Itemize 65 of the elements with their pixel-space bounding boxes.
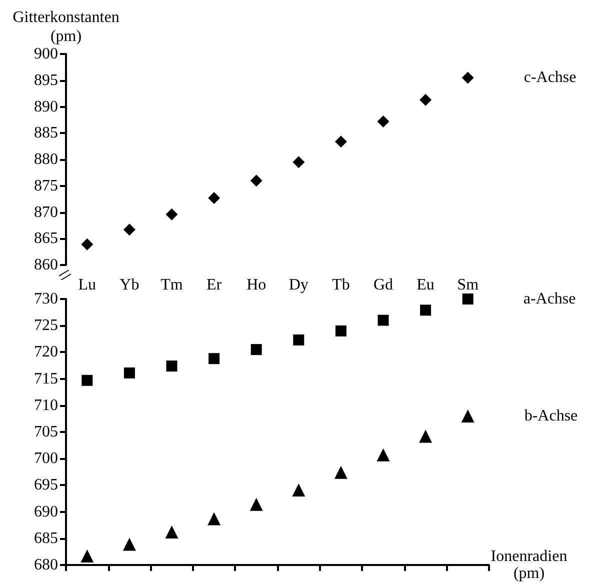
x-tick-label: Sm — [457, 276, 480, 294]
point — [420, 94, 432, 106]
y-tick-label: 890 — [34, 98, 58, 116]
point — [82, 374, 93, 386]
y-tick-label: 680 — [34, 556, 58, 574]
y-tick-label: 870 — [34, 204, 58, 221]
y-tick-label: 705 — [34, 424, 58, 440]
x-tick-label: Er — [206, 276, 222, 294]
x-tick-label: Tb — [332, 276, 350, 294]
y-tick-label: 860 — [34, 256, 58, 274]
point — [378, 314, 389, 326]
point — [250, 344, 262, 356]
y-tick-label: 710 — [34, 396, 58, 414]
point — [293, 334, 304, 346]
point — [462, 72, 474, 84]
point — [377, 116, 390, 128]
y-tick-label: 725 — [34, 317, 58, 334]
point — [80, 549, 94, 562]
x-tick-label: Dy — [288, 276, 308, 294]
y-tick-label: 895 — [34, 72, 58, 89]
y-tick-label: 885 — [34, 124, 58, 142]
x-tick-label: Yb — [120, 276, 140, 294]
y-tick-label: 690 — [34, 503, 58, 520]
text: b-Achse — [524, 408, 578, 425]
y-tick-label: 875 — [34, 177, 58, 194]
x-tick-label: Ho — [246, 276, 266, 294]
point — [208, 512, 221, 526]
y-axis-title: Gitterkonstanten (pm) — [12, 9, 120, 45]
point — [208, 353, 220, 364]
point — [208, 192, 220, 204]
y-tick-label: 900 — [34, 46, 58, 62]
text: c-Achse — [524, 69, 576, 86]
x-tick-label: Eu — [416, 276, 434, 294]
text: a-Achse — [523, 290, 576, 308]
point — [123, 224, 136, 236]
point — [292, 483, 306, 496]
point — [292, 156, 305, 168]
y-tick-label: 685 — [34, 530, 58, 547]
y-tick-label: 715 — [34, 370, 58, 388]
point — [166, 208, 178, 220]
point — [81, 238, 94, 250]
point — [250, 498, 263, 511]
point — [165, 526, 178, 539]
point — [376, 448, 390, 462]
point — [250, 174, 262, 187]
point — [462, 294, 474, 304]
point — [461, 410, 474, 423]
point — [420, 304, 432, 316]
y-tick-label: 730 — [34, 290, 58, 308]
point — [335, 325, 346, 336]
y-tick-label: 700 — [34, 450, 58, 468]
y-tick-label: 865 — [34, 230, 58, 248]
x-tick-label: Tm — [160, 276, 184, 294]
y-tick-label: 695 — [34, 476, 58, 494]
y-tick-label: 720 — [34, 344, 58, 361]
point — [122, 538, 136, 551]
x-axis-title: Ionenradien (pm) — [490, 548, 568, 582]
point — [166, 360, 178, 372]
x-tick-label: Lu — [78, 276, 96, 294]
x-tick-label: Gd — [373, 276, 394, 294]
point — [334, 136, 347, 148]
point — [419, 430, 432, 443]
point — [334, 466, 348, 479]
y-tick-label: 880 — [34, 151, 58, 168]
point — [124, 367, 135, 378]
